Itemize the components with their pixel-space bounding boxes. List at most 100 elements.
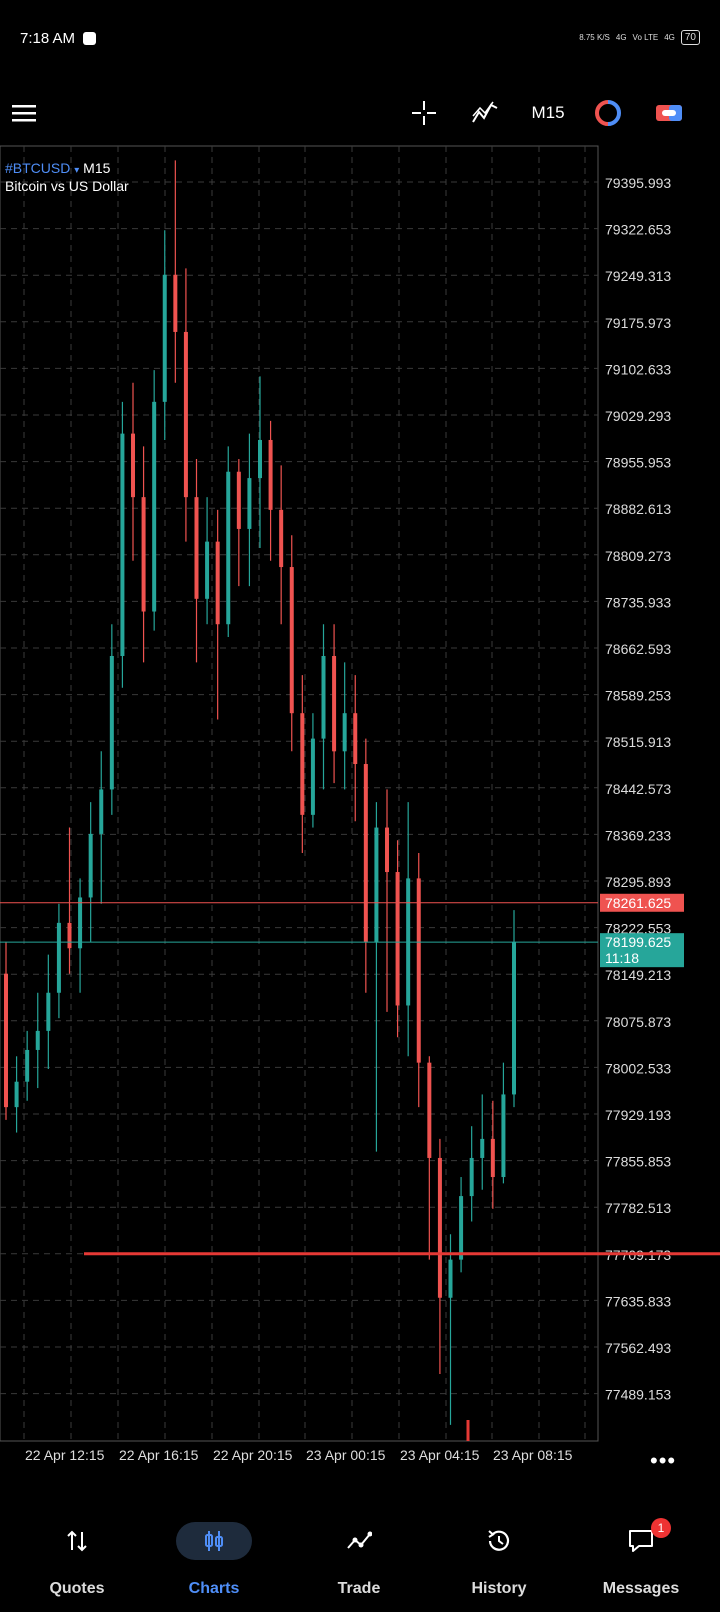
crosshair-icon[interactable] [410, 99, 438, 127]
status-time: 7:18 AM [20, 30, 76, 47]
candle-body [374, 827, 379, 942]
candle-body [437, 1157, 442, 1298]
x-tick-label: 22 Apr 20:15 [213, 1447, 293, 1463]
y-tick-label: 77855.853 [605, 1154, 671, 1170]
candle-body [67, 922, 72, 949]
y-tick-label: 78662.593 [605, 641, 671, 657]
candle-body [480, 1138, 485, 1158]
candle-body [247, 478, 252, 529]
timeframe-label: M15 [531, 103, 565, 122]
bid-price-box [600, 933, 684, 968]
price-chart[interactable]: 79395.993 79322.653 79249.313 79175.973 7910… [0, 0, 720, 1500]
trade-icon [321, 1522, 397, 1560]
x-tick-label: 22 Apr 16:15 [119, 1447, 199, 1463]
candle-body [321, 656, 326, 739]
signal-4g-icon: 4G [615, 33, 627, 42]
y-tick-label: 78955.953 [605, 455, 671, 471]
y-tick-label: 79395.993 [605, 175, 671, 191]
candle-body [46, 992, 51, 1031]
messages-badge: 1 [651, 1518, 671, 1538]
candle-body [332, 656, 337, 752]
y-tick-label: 78002.533 [605, 1060, 671, 1076]
candle-body [416, 878, 421, 1063]
y-tick-label: 78882.613 [605, 501, 671, 517]
candle-body [289, 567, 294, 714]
candle-body [385, 827, 389, 873]
symbol-description: Bitcoin vs US Dollar [5, 178, 129, 194]
y-tick-label: 78149.213 [605, 967, 671, 983]
bar-timer-label: 11:18 [605, 950, 639, 966]
volte-icon: Vo LTE [632, 33, 659, 42]
hamburger-icon[interactable] [10, 99, 38, 127]
symbol-label[interactable]: #BTCUSD ▾ M15 [5, 160, 110, 176]
indicators-icon[interactable] [470, 99, 500, 127]
y-tick-label: 78809.273 [605, 548, 671, 564]
y-tick-label: 79249.313 [605, 268, 671, 284]
candle-body [236, 471, 241, 529]
nav-trade[interactable]: Trade [289, 1510, 429, 1610]
x-tick-label: 23 Apr 04:15 [400, 1447, 480, 1463]
candle-body [342, 713, 347, 752]
y-tick-label: 78222.553 [605, 921, 671, 937]
symbol-arrow: ▾ [74, 165, 80, 176]
symbol-timeframe: M15 [83, 160, 111, 176]
y-tick-label: 78589.253 [605, 688, 671, 704]
chart-toolbar: M15 [0, 85, 720, 141]
nav-history[interactable]: History [429, 1510, 569, 1610]
history-icon [461, 1522, 537, 1560]
candle-body [120, 433, 125, 657]
candle-body [395, 872, 400, 1006]
candle-body [131, 433, 135, 498]
candle-body [35, 1030, 40, 1050]
y-tick-label: 79029.293 [605, 408, 671, 424]
nav-history-label: History [471, 1580, 527, 1597]
timeframe-button[interactable]: M15 [528, 99, 568, 127]
net-speed: 8.75 K/S [579, 33, 610, 42]
notification-icon [83, 32, 96, 45]
candle-body [300, 713, 305, 815]
candle-body [14, 1081, 19, 1108]
candle-body [205, 541, 210, 599]
candle-body [353, 713, 358, 765]
candle-body [141, 497, 146, 612]
candle-body [427, 1062, 432, 1158]
y-tick-label: 79175.973 [605, 315, 671, 331]
candle-body [490, 1138, 495, 1178]
candle-body [183, 331, 188, 498]
y-tick-label: 79102.633 [605, 361, 671, 377]
nav-charts[interactable]: Charts [144, 1510, 284, 1610]
bid-price-label: 78199.625 [605, 934, 671, 950]
candle-body [268, 439, 273, 510]
y-tick-label: 77635.833 [605, 1293, 671, 1309]
status-bar: 7:18 AM 8.75 K/S 4G Vo LTE 4G 70 [0, 0, 720, 80]
y-tick-label: 77562.493 [605, 1340, 671, 1356]
candle-body [279, 509, 284, 568]
candle-body [162, 274, 167, 402]
candle-body [152, 401, 157, 612]
objects-icon[interactable] [654, 99, 684, 127]
more-icon[interactable]: ••• [650, 1448, 677, 1473]
nav-quotes[interactable]: Quotes [7, 1510, 147, 1610]
candle-body [459, 1196, 464, 1260]
x-tick-label: 23 Apr 08:15 [493, 1447, 573, 1463]
nav-messages[interactable]: 1 Messages [571, 1510, 711, 1610]
y-tick-label: 78075.873 [605, 1014, 671, 1030]
y-tick-label: 78442.573 [605, 781, 671, 797]
candle-body [4, 973, 8, 1108]
candle-body [173, 274, 178, 332]
symbol-name: #BTCUSD [5, 160, 71, 176]
ask-price-box [600, 893, 684, 912]
candle-body [25, 1049, 30, 1082]
candle-body [194, 497, 199, 599]
nav-charts-label: Charts [188, 1580, 240, 1597]
candle-body [88, 833, 93, 898]
x-tick-label: 23 Apr 00:15 [306, 1447, 386, 1463]
candle-body [501, 1094, 506, 1178]
y-tick-label: 78295.893 [605, 874, 671, 890]
candle-body [226, 471, 231, 625]
bottom-nav: Quotes Charts Trade History 1 Messages [0, 1510, 720, 1612]
y-tick-label: 77929.193 [605, 1107, 671, 1123]
candle-body [78, 897, 83, 949]
y-tick-label: 78515.913 [605, 734, 671, 750]
one-click-trade-icon[interactable] [594, 99, 622, 127]
